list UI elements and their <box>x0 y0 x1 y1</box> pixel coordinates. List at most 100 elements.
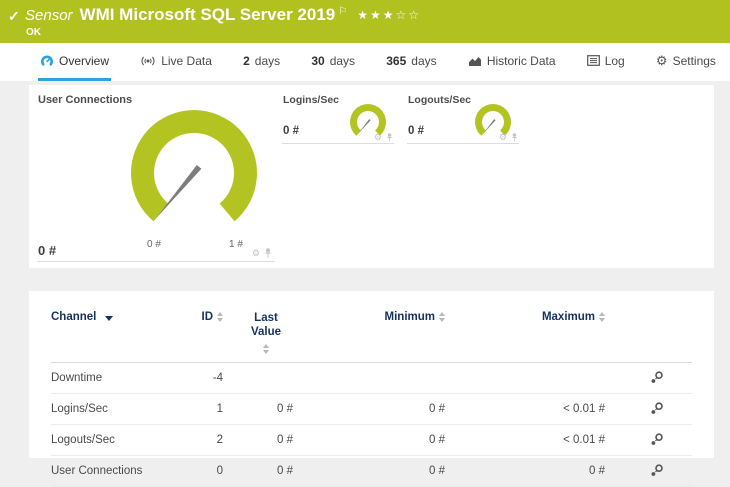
column-header-minimum-label: Minimum <box>384 311 435 323</box>
chart-icon <box>468 55 482 67</box>
tab-30-days[interactable]: 30 days <box>309 43 357 81</box>
column-header-last-value[interactable]: Last Value <box>240 311 292 354</box>
gauge-needle <box>482 119 496 135</box>
status-check-icon: ✓ <box>8 8 20 24</box>
tab-365-days-number: 365 <box>386 53 407 68</box>
gauge-tile-logouts: Logouts/Sec 0 # ⚙ <box>407 93 519 144</box>
table-row-logouts[interactable]: Logouts/Sec 2 0 # 0 # < 0.01 # <box>51 425 692 456</box>
column-header-maximum[interactable]: Maximum <box>542 311 605 323</box>
log-icon <box>586 55 600 66</box>
column-header-id[interactable]: ID <box>201 311 223 323</box>
sensor-header: ✓ Sensor WMI Microsoft SQL Server 2019 ⚐… <box>0 0 730 43</box>
channel-minimum: 0 # <box>429 464 445 477</box>
channel-name: Downtime <box>51 371 103 384</box>
channels-table-panel: Channel ID Last Value Minimum <box>29 291 714 487</box>
channel-name: User Connections <box>51 464 143 477</box>
channel-id: -4 <box>212 371 223 384</box>
table-row-user-connections[interactable]: User Connections 0 0 # 0 # 0 # <box>51 456 692 487</box>
channel-maximum: < 0.01 # <box>563 433 605 446</box>
channel-id: 2 <box>216 433 223 446</box>
column-header-channel-label: Channel <box>51 311 97 323</box>
gauge-title: Logouts/Sec <box>408 94 472 106</box>
channel-settings-icon[interactable] <box>650 464 664 477</box>
tab-2-days[interactable]: 2 days <box>241 43 282 81</box>
gauge-scale-min: 0 # <box>147 239 161 250</box>
gauge-tile-logins: Logins/Sec 0 # ⚙ <box>282 93 394 144</box>
tab-overview-label: Overview <box>59 53 110 68</box>
column-header-id-label: ID <box>201 311 214 323</box>
tab-live-data[interactable]: Live Data <box>138 43 214 81</box>
gear-icon: ⚙ <box>655 53 668 68</box>
channel-settings-icon[interactable] <box>650 371 664 384</box>
column-header-channel[interactable]: Channel <box>51 311 114 323</box>
table-header-row: Channel ID Last Value Minimum <box>51 291 692 363</box>
channel-maximum: < 0.01 # <box>563 402 605 415</box>
channel-minimum: 0 # <box>429 433 445 446</box>
tab-365-days-unit: days <box>411 53 437 68</box>
gauge-value: 0 # <box>408 125 424 137</box>
gauge-scale-max: 1 # <box>229 239 243 250</box>
tab-365-days[interactable]: 365 days <box>384 43 438 81</box>
flag-icon[interactable]: ⚐ <box>338 6 348 17</box>
tab-log[interactable]: Log <box>585 43 627 81</box>
tab-2-days-number: 2 <box>243 53 250 68</box>
tab-historic-data-label: Historic Data <box>486 53 556 68</box>
priority-stars[interactable]: ★★★☆☆ <box>357 8 422 22</box>
logins-gauge <box>350 104 386 136</box>
gauge-icon <box>40 54 54 68</box>
channel-last-value: 0 # <box>277 402 293 415</box>
tab-log-label: Log <box>604 53 625 68</box>
channel-maximum <box>461 363 621 393</box>
tab-30-days-number: 30 <box>311 53 325 68</box>
logouts-gauge <box>475 104 511 136</box>
pin-icon[interactable] <box>386 133 393 142</box>
channel-last-value: 0 # <box>277 433 293 446</box>
gauge-value: 0 # <box>283 125 299 137</box>
gauge-needle <box>357 119 371 135</box>
gauge-settings-icon[interactable]: ⚙ <box>373 132 382 142</box>
channel-id: 0 <box>216 464 223 477</box>
gauge-title: User Connections <box>38 94 133 106</box>
sort-icon <box>217 312 223 322</box>
tab-settings[interactable]: ⚙ Settings <box>654 43 718 81</box>
gauge-tile-user-connections: User Connections 0 # 1 # 0 # ⚙ <box>37 93 275 262</box>
sort-icon <box>439 312 445 322</box>
broadcast-icon <box>140 55 156 67</box>
channel-last-value: 0 # <box>277 464 293 477</box>
channel-minimum <box>301 363 461 393</box>
sensor-type-label: Sensor <box>25 7 73 24</box>
channel-last-value <box>231 363 301 393</box>
channel-minimum: 0 # <box>429 402 445 415</box>
sort-icon <box>263 343 269 354</box>
table-row-logins[interactable]: Logins/Sec 1 0 # 0 # < 0.01 # <box>51 394 692 425</box>
sensor-title: WMI Microsoft SQL Server 2019 <box>79 5 336 24</box>
column-header-minimum[interactable]: Minimum <box>385 311 445 323</box>
channel-settings-icon[interactable] <box>650 402 664 415</box>
pin-icon[interactable] <box>511 133 518 142</box>
sort-desc-icon <box>105 315 114 321</box>
tab-30-days-unit: days <box>329 53 356 68</box>
channel-id: 1 <box>216 402 223 415</box>
gauge-title: Logins/Sec <box>283 94 340 106</box>
tab-historic-data[interactable]: Historic Data <box>466 43 558 81</box>
tab-overview[interactable]: Overview <box>38 43 112 81</box>
gauge-settings-icon[interactable]: ⚙ <box>498 132 507 142</box>
sort-icon <box>599 312 605 322</box>
channel-name: Logouts/Sec <box>51 433 115 446</box>
table-row-downtime[interactable]: Downtime -4 <box>51 363 692 394</box>
pin-icon[interactable] <box>264 248 272 258</box>
gauge-settings-icon[interactable]: ⚙ <box>251 247 260 258</box>
channel-settings-icon[interactable] <box>650 433 664 446</box>
gauges-panel: User Connections 0 # 1 # 0 # ⚙ Logins/Se… <box>29 85 714 268</box>
tab-live-data-label: Live Data <box>161 53 212 68</box>
user-connections-gauge <box>131 110 257 222</box>
channel-maximum: 0 # <box>589 464 605 477</box>
column-header-last-value-label: Last Value <box>250 312 282 339</box>
gauge-needle <box>155 165 202 219</box>
channel-name: Logins/Sec <box>51 402 108 415</box>
gauge-value: 0 # <box>38 243 57 258</box>
tab-settings-label: Settings <box>672 53 716 68</box>
status-badge: OK <box>26 27 41 38</box>
tab-2-days-unit: days <box>254 53 281 68</box>
